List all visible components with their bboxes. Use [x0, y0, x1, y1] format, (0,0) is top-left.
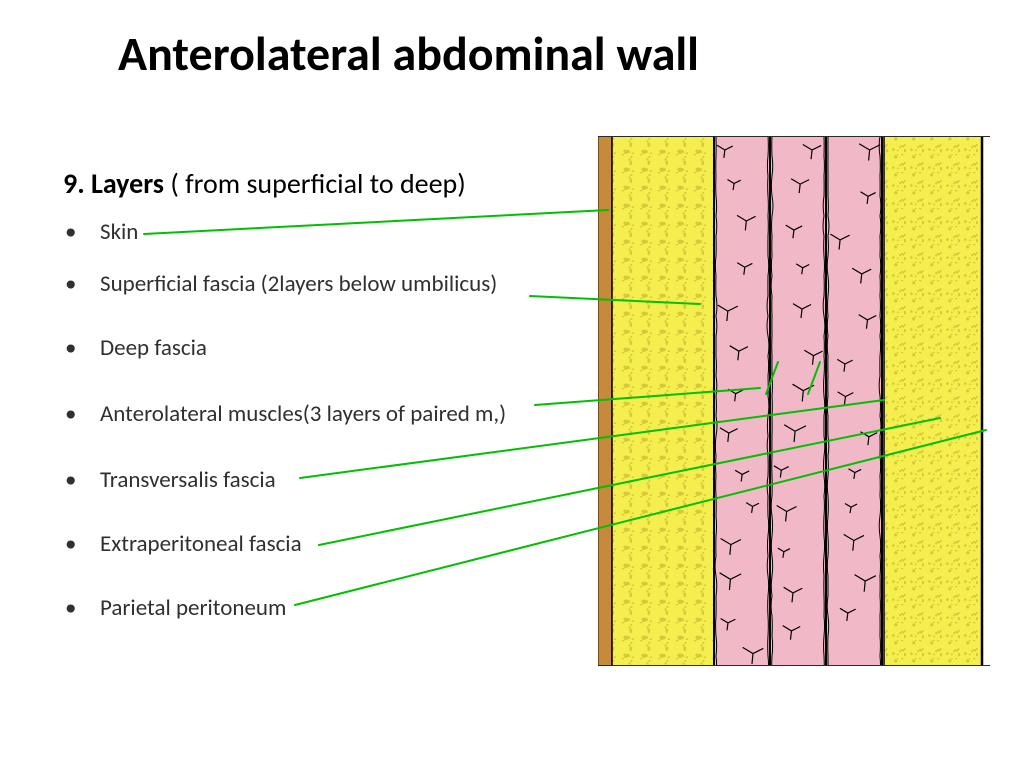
section-heading: 9. Layers ( from superficial to deep): [63, 166, 466, 201]
layer-list-item: Superficial fascia (2layers below umbili…: [65, 270, 506, 300]
section-rest: ( from superficial to deep): [164, 166, 466, 201]
layer-list-item: Skin: [65, 218, 506, 248]
layer-list-item: Transversalis fascia: [65, 466, 506, 496]
layer-list-item: Anterolateral muscles(3 layers of paired…: [65, 400, 506, 430]
section-number: 9. Layers: [63, 166, 164, 201]
slide-title: Anterolateral abdominal wall: [118, 24, 699, 83]
layers-diagram: [598, 136, 990, 666]
layer-list: Skin Superficial fascia (2layers below um…: [65, 218, 506, 594]
layer-list-item: Parietal peritoneum: [65, 594, 506, 624]
layer-list-item: Deep fascia: [65, 334, 506, 364]
layer-list-item: Extraperitoneal fascia: [65, 530, 506, 560]
